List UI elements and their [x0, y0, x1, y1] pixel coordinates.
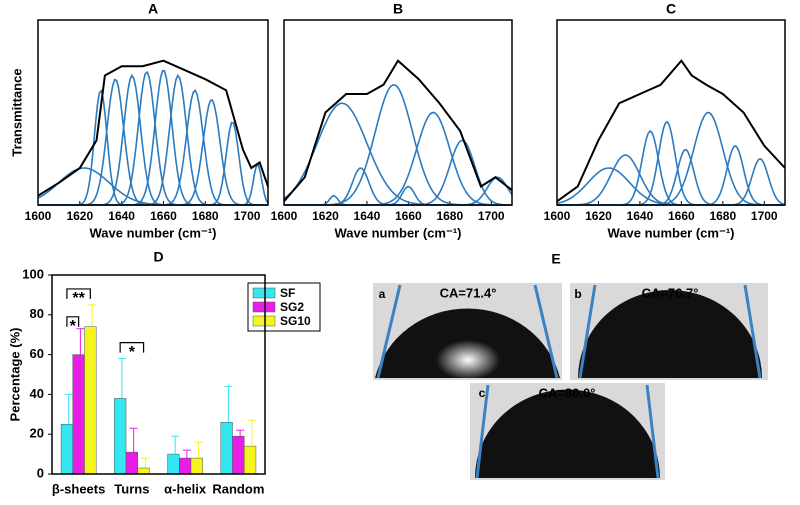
legend-label: SF: [280, 286, 295, 300]
droplet: [578, 290, 762, 378]
x-tick-label: 1600: [544, 209, 571, 223]
bar: [179, 457, 192, 475]
y-tick-label: 20: [30, 426, 44, 441]
x-tick-label: 1620: [312, 209, 339, 223]
legend-label: SG2: [280, 300, 304, 314]
x-tick-label: 1680: [192, 209, 219, 223]
glare: [436, 340, 500, 380]
spectrum-line: [37, 59, 269, 197]
x-axis-label: Wave number (cm⁻¹): [89, 225, 216, 240]
bar: [220, 422, 233, 475]
significance-label: *: [129, 344, 136, 361]
spectrum-line: [283, 59, 513, 202]
legend-swatch: [252, 287, 276, 299]
bar: [125, 451, 138, 475]
legend-swatch: [252, 301, 276, 313]
tangent: [743, 284, 762, 379]
legend-label: SG10: [280, 314, 311, 328]
x-tick-label: β-sheets: [52, 481, 105, 496]
contact-angle: CA=76.7°: [642, 285, 699, 300]
bar: [243, 445, 257, 475]
x-tick-label: Random: [212, 481, 264, 496]
spectrum-line: [556, 59, 786, 203]
x-tick-label: 1640: [108, 209, 135, 223]
x-tick-label: α-helix: [164, 481, 207, 496]
y-tick-label: 0: [37, 465, 44, 480]
x-tick-label: 1700: [751, 209, 778, 223]
plot-frame: [51, 274, 266, 475]
significance-bracket: [119, 342, 145, 353]
x-axis-label: Wave number (cm⁻¹): [607, 225, 734, 240]
significance-label: **: [72, 290, 85, 307]
component-peak: [284, 83, 512, 206]
panel-title: D: [153, 249, 163, 265]
bar: [137, 467, 150, 475]
tangent: [376, 284, 402, 379]
panel-title: E: [551, 251, 560, 267]
panel-title: C: [666, 1, 676, 17]
bar: [72, 354, 85, 475]
bar: [167, 453, 180, 475]
x-tick-label: 1660: [395, 209, 422, 223]
component-peak: [556, 167, 785, 206]
droplet: [475, 389, 660, 478]
plot-frame: [556, 19, 786, 206]
x-tick-label: 1700: [234, 209, 261, 223]
component-peak: [283, 102, 512, 206]
tangent: [578, 284, 597, 379]
x-tick-label: 1640: [627, 209, 654, 223]
y-tick-label: 60: [30, 346, 44, 361]
y-tick-label: 80: [30, 306, 44, 321]
image-label: a: [379, 287, 386, 301]
legend-swatch: [252, 315, 276, 327]
panel-title: B: [393, 1, 403, 17]
x-tick-label: 1680: [436, 209, 463, 223]
plot-frame: [37, 19, 269, 206]
x-tick-label: 1700: [478, 209, 505, 223]
panel-title: A: [148, 1, 158, 17]
bar: [232, 435, 245, 475]
significance-bracket: [66, 316, 80, 327]
image-label: c: [479, 386, 486, 400]
y-axis-label: Transmittance: [9, 68, 24, 156]
x-tick-label: 1680: [709, 209, 736, 223]
component-peak: [284, 111, 512, 206]
plot-frame: [283, 19, 513, 206]
contact-angle: CA=80.0°: [539, 385, 596, 400]
bar: [60, 424, 74, 475]
bar: [84, 326, 97, 475]
component-peak: [38, 69, 268, 206]
bar: [114, 398, 127, 475]
y-tick-label: 40: [30, 386, 44, 401]
image-label: b: [574, 287, 581, 301]
x-tick-label: 1600: [25, 209, 52, 223]
contact-angle: CA=71.4°: [440, 285, 497, 300]
bar: [190, 457, 203, 475]
tangent: [475, 384, 490, 479]
component-peak: [557, 157, 786, 206]
x-tick-label: 1640: [354, 209, 381, 223]
x-tick-label: 1600: [271, 209, 298, 223]
x-tick-label: 1620: [66, 209, 93, 223]
significance-bracket: [66, 288, 91, 299]
x-tick-label: Turns: [114, 481, 149, 496]
x-axis-label: Wave number (cm⁻¹): [334, 225, 461, 240]
component-peak: [38, 121, 268, 206]
significance-label: *: [70, 318, 77, 335]
x-tick-label: 1660: [150, 209, 177, 223]
y-axis-label: Percentage (%): [7, 328, 22, 422]
contact-angle-images: [373, 283, 768, 480]
tangent: [533, 284, 559, 379]
y-tick-label: 100: [22, 266, 44, 281]
x-tick-label: 1620: [585, 209, 612, 223]
x-tick-label: 1660: [668, 209, 695, 223]
tangent: [645, 384, 660, 479]
